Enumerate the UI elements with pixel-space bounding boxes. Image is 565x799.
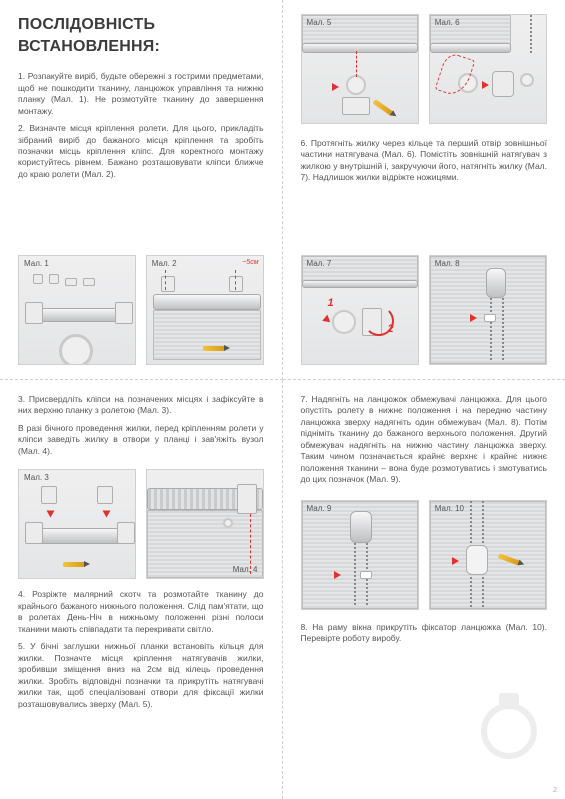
callout-number: 1 xyxy=(328,296,334,311)
dimension-label: ~5см xyxy=(242,258,258,267)
figure-1: Мал. 1 xyxy=(18,255,136,365)
figure-3: Мал. 3 xyxy=(18,469,136,579)
figure-row-3-4: Мал. 3 Мал. 4 xyxy=(18,469,264,579)
figure-row-9-10: Мал. 9 Мал. 10 xyxy=(301,500,548,610)
figure-10: Мал. 10 xyxy=(429,500,547,610)
step-2-text: 2. Визначте місця кріплення ролети. Для … xyxy=(18,123,264,180)
figure-8: Мал. 8 xyxy=(429,255,547,365)
figure-7: Мал. 7 1 2 xyxy=(301,255,419,365)
section-q4: 7. Надягніть на ланцюжок обмежувачі ланц… xyxy=(283,380,565,799)
figure-row-7-8: Мал. 7 1 2 Мал. 8 xyxy=(301,255,548,365)
step-1-text: 1. Розпакуйте виріб, будьте обережні з г… xyxy=(18,71,264,117)
step-8-text: 8. На раму вікна прикрутіть фіксатор лан… xyxy=(301,622,548,645)
figure-caption: Мал. 10 xyxy=(435,504,464,515)
figure-caption: Мал. 2 xyxy=(152,259,177,270)
step-3-text-b: В разі бічного проведення жилки, перед к… xyxy=(18,423,264,457)
page-title: ПОСЛІДОВНІСТЬ ВСТАНОВЛЕННЯ: xyxy=(18,14,264,57)
step-7-text: 7. Надягніть на ланцюжок обмежувачі ланц… xyxy=(301,394,548,486)
step-3-text-a: 3. Присвердліть кліпси на позначених міс… xyxy=(18,394,264,417)
watermark-icon xyxy=(481,703,537,759)
watermark-icon xyxy=(499,693,519,707)
figure-caption: Мал. 6 xyxy=(435,18,460,29)
section-q1: ПОСЛІДОВНІСТЬ ВСТАНОВЛЕННЯ: 1. Розпакуйт… xyxy=(0,0,283,380)
step-6-text: 6. Протягніть жилку через кільце та перш… xyxy=(301,138,548,184)
figure-caption: Мал. 7 xyxy=(307,259,332,270)
step-4-text: 4. Розріжте малярний скотч та розмотайте… xyxy=(18,589,264,635)
figure-row-1-2: Мал. 1 Мал. 2 ~5см xyxy=(18,255,264,365)
step-5-text: 5. У бічні заглушки нижньої планки встан… xyxy=(18,641,264,710)
page-number: 2 xyxy=(553,786,557,795)
figure-4: Мал. 4 xyxy=(146,469,264,579)
figure-2: Мал. 2 ~5см xyxy=(146,255,264,365)
figure-caption: Мал. 9 xyxy=(307,504,332,515)
figure-5: Мал. 5 xyxy=(301,14,419,124)
section-q3: 3. Присвердліть кліпси на позначених міс… xyxy=(0,380,283,799)
figure-6: Мал. 6 xyxy=(429,14,547,124)
figure-caption: Мал. 5 xyxy=(307,18,332,29)
figure-caption: Мал. 3 xyxy=(24,473,49,484)
section-q2: Мал. 5 Мал. 6 6. Протягніт xyxy=(283,0,565,380)
figure-9: Мал. 9 xyxy=(301,500,419,610)
figure-caption: Мал. 1 xyxy=(24,259,49,270)
figure-caption: Мал. 8 xyxy=(435,259,460,270)
figure-row-5-6: Мал. 5 Мал. 6 xyxy=(301,14,548,124)
figure-caption: Мал. 4 xyxy=(233,565,258,576)
